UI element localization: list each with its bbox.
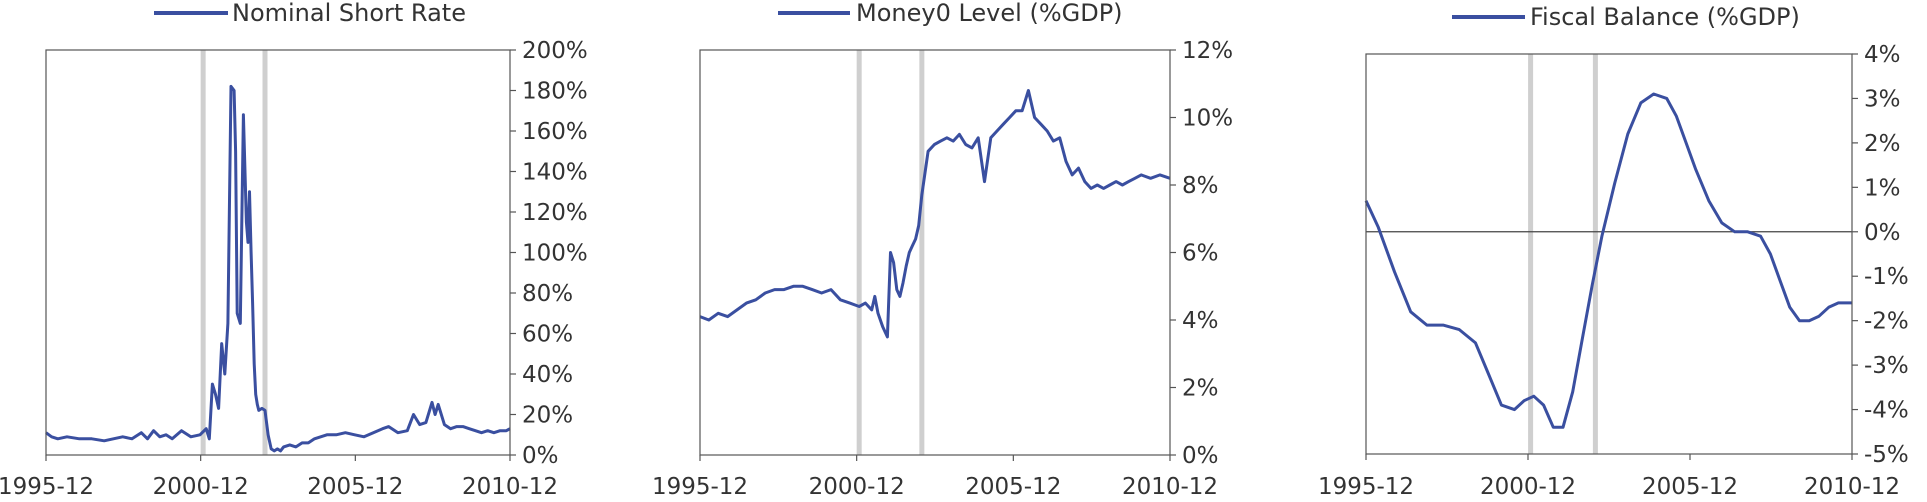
y-tick-label: 100%: [522, 241, 588, 267]
y-tick-label: 3%: [1864, 86, 1901, 112]
y-tick-label: 0%: [1864, 220, 1901, 246]
series-lines: [45, 84, 511, 453]
y-tick-label: 140%: [522, 160, 588, 186]
x-tick-labels: 1995-12 2000-12 2005-12 2010-12: [1318, 454, 1900, 500]
x-tick-label: 2005-12: [965, 474, 1061, 500]
plot-frame: [699, 49, 1171, 456]
y-tick-label: -4%: [1864, 398, 1909, 424]
y-tick-label: 200%: [522, 38, 588, 64]
x-tick-label: 2005-12: [307, 474, 403, 500]
shaded-periods: [856, 50, 925, 455]
y-tick-label: 8%: [1182, 173, 1219, 199]
y-tick-label: 160%: [522, 119, 588, 145]
x-tick-label: 1995-12: [0, 474, 94, 500]
legend: Money0 Level (%GDP): [778, 0, 1123, 27]
y-tick-label: 4%: [1182, 308, 1219, 334]
y-tick-label: 20%: [522, 403, 573, 429]
y-tick-label: 180%: [522, 79, 588, 105]
y-tick-label: 6%: [1182, 241, 1219, 267]
series-lines: [699, 89, 1171, 339]
y-tick-label: 40%: [522, 362, 573, 388]
series-lines: [1364, 92, 1852, 429]
x-tick-label: 2010-12: [462, 474, 558, 500]
x-tick-labels: 1995-12 2000-12 2005-12 2010-12: [652, 455, 1218, 500]
series-line: [45, 84, 511, 453]
y-tick-label: -5%: [1864, 442, 1909, 468]
y-tick-label: 60%: [522, 322, 573, 348]
y-tick-label: -2%: [1864, 309, 1909, 335]
plot-frame: [1365, 53, 1853, 455]
legend-label: Nominal Short Rate: [232, 0, 466, 27]
y-tick-label: 2%: [1864, 131, 1901, 157]
plot-frame: [45, 49, 511, 456]
y-tick-label: 1%: [1864, 175, 1901, 201]
y-tick-labels: 0% 20% 40% 60% 80% 100% 120% 140% 160% 180% 200%: [510, 38, 588, 469]
x-tick-label: 1995-12: [652, 474, 748, 500]
y-tick-label: 0%: [1182, 443, 1219, 469]
y-tick-label: 4%: [1864, 42, 1901, 68]
y-tick-labels: -5% -4% -3% -2% -1% 0% 1% 2% 3% 4%: [1852, 42, 1909, 468]
panel-nominal-short-rate: Nominal Short Rate 1995-12 2000-12 2005-12…: [0, 0, 588, 500]
y-tick-label: 10%: [1182, 106, 1233, 132]
legend: Fiscal Balance (%GDP): [1452, 3, 1800, 31]
y-tick-label: -3%: [1864, 353, 1909, 379]
x-tick-label: 2010-12: [1804, 474, 1900, 500]
y-tick-label: 2%: [1182, 376, 1219, 402]
legend: Nominal Short Rate: [154, 0, 466, 27]
x-tick-labels: 1995-12 2000-12 2005-12 2010-12: [0, 455, 558, 500]
shaded-periods: [1528, 54, 1598, 454]
y-tick-label: 80%: [522, 281, 573, 307]
series-line: [699, 89, 1171, 339]
series-line: [1364, 92, 1852, 429]
x-tick-label: 2010-12: [1122, 474, 1218, 500]
x-tick-label: 2000-12: [809, 474, 905, 500]
legend-label: Money0 Level (%GDP): [856, 0, 1123, 27]
y-tick-label: 12%: [1182, 38, 1233, 64]
shaded-periods: [200, 50, 268, 455]
x-tick-label: 1995-12: [1318, 474, 1414, 500]
panel-money0-level: Money0 Level (%GDP) 1995-12 2000-12 2005-1…: [652, 0, 1233, 500]
y-tick-label: -1%: [1864, 264, 1909, 290]
legend-label: Fiscal Balance (%GDP): [1530, 3, 1800, 31]
panel-fiscal-balance: Fiscal Balance (%GDP) 1995-12 2000-12 2005…: [1318, 3, 1909, 500]
x-tick-label: 2005-12: [1642, 474, 1738, 500]
y-tick-labels: 0% 2% 4% 6% 8% 10% 12%: [1170, 38, 1233, 469]
x-tick-label: 2000-12: [153, 474, 249, 500]
y-tick-label: 120%: [522, 200, 588, 226]
y-tick-label: 0%: [522, 443, 559, 469]
x-tick-label: 2000-12: [1480, 474, 1576, 500]
